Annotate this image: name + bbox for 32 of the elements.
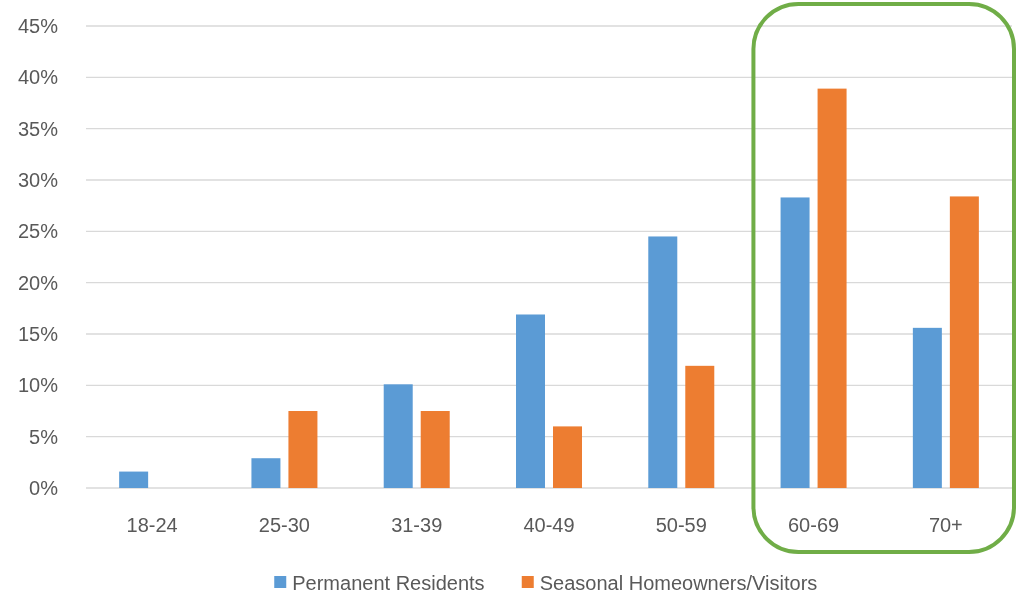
y-tick-label: 0% [29,477,59,499]
bar [780,197,810,488]
bar [949,196,979,488]
bar [383,384,413,488]
bar [119,471,149,488]
x-tick-label: 60-69 [787,514,840,536]
bar [912,327,942,488]
y-tick-label: 20% [17,271,59,294]
y-tick-label: 30% [17,169,59,191]
bar [685,365,715,488]
bar [516,314,545,488]
x-tick-label: 70+ [928,514,963,536]
bar [817,88,847,488]
bar [251,458,281,488]
bar [648,236,678,488]
x-tick-label: 25-30 [258,514,311,536]
y-tick-label: 40% [17,66,59,89]
bar [288,411,318,488]
legend-label: Seasonal Homeowners/Visitors [539,572,818,594]
y-tick-label: 10% [17,374,59,397]
y-tick-label: 35% [17,117,59,140]
bar [420,411,450,488]
x-tick-label: 18-24 [126,514,178,536]
y-tick-label: 45% [17,15,59,37]
y-tick-label: 5% [29,425,59,448]
x-tick-label: 31-39 [391,514,443,536]
x-tick-label: 50-59 [655,514,707,536]
x-tick-label: 40-49 [523,514,575,536]
y-tick-label: 25% [17,220,59,243]
y-tick-label: 15% [17,323,59,345]
bar [553,426,582,488]
legend-label: Permanent Residents [292,572,485,594]
